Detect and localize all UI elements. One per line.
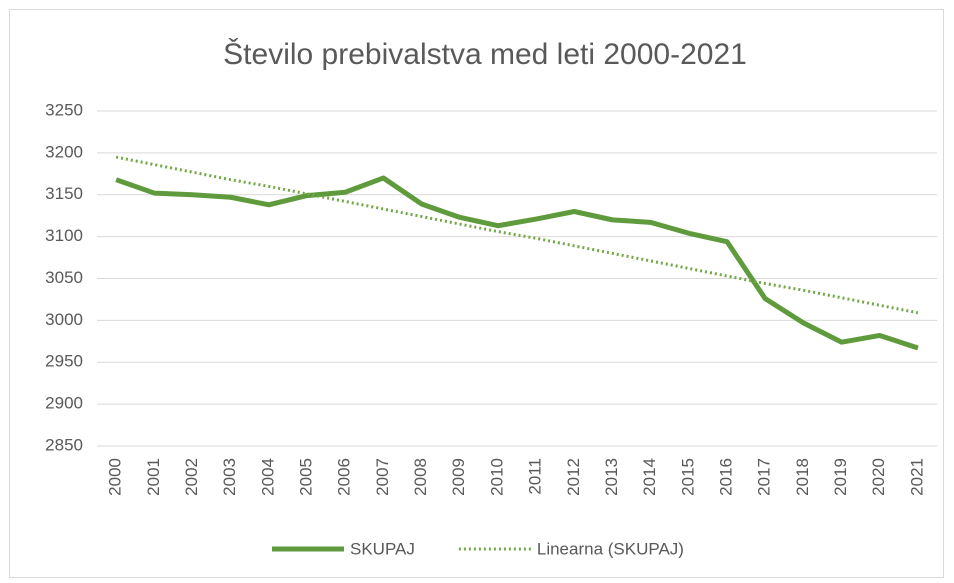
y-tick-label: 3150 xyxy=(45,184,83,203)
x-tick-label: 2006 xyxy=(335,458,354,496)
x-tick-label: 2014 xyxy=(640,458,659,496)
y-tick-label: 3250 xyxy=(45,100,83,119)
x-tick-label: 2016 xyxy=(716,458,735,496)
y-tick-label: 3050 xyxy=(45,268,83,287)
x-tick-label: 2008 xyxy=(411,458,430,496)
x-tick-label: 2003 xyxy=(220,458,239,496)
series-line xyxy=(115,155,919,315)
y-tick-label: 3000 xyxy=(45,310,83,329)
y-tick-label: 2900 xyxy=(45,394,83,413)
x-tick-label: 2002 xyxy=(182,458,201,496)
x-tick-label: 2007 xyxy=(373,458,392,496)
x-tick-label: 2011 xyxy=(526,458,545,495)
x-tick-label: 2017 xyxy=(755,458,774,496)
chart-border xyxy=(9,9,944,578)
legend-label: Linearna (SKUPAJ) xyxy=(537,539,684,558)
y-tick-label: 3100 xyxy=(45,226,83,245)
x-tick-label: 2019 xyxy=(831,458,850,496)
x-tick-label: 2010 xyxy=(487,458,506,496)
y-tick-label: 2950 xyxy=(45,352,83,371)
x-tick-label: 2001 xyxy=(144,458,163,496)
x-tick-label: 2005 xyxy=(296,458,315,496)
y-tick-label: 3200 xyxy=(45,142,83,161)
y-tick-label: 2850 xyxy=(45,435,83,454)
legend-label: SKUPAJ xyxy=(350,539,415,558)
x-tick-label: 2009 xyxy=(449,458,468,496)
x-tick-label: 2020 xyxy=(869,458,888,496)
x-tick-label: 2021 xyxy=(907,458,926,496)
series-line xyxy=(115,175,919,351)
x-tick-label: 2018 xyxy=(793,458,812,496)
x-tick-label: 2013 xyxy=(602,458,621,496)
x-tick-label: 2000 xyxy=(106,458,125,496)
chart-title: Število prebivalstva med leti 2000-2021 xyxy=(223,37,747,71)
x-tick-label: 2004 xyxy=(258,458,277,496)
x-tick-label: 2015 xyxy=(678,458,697,496)
x-tick-label: 2012 xyxy=(564,458,583,496)
